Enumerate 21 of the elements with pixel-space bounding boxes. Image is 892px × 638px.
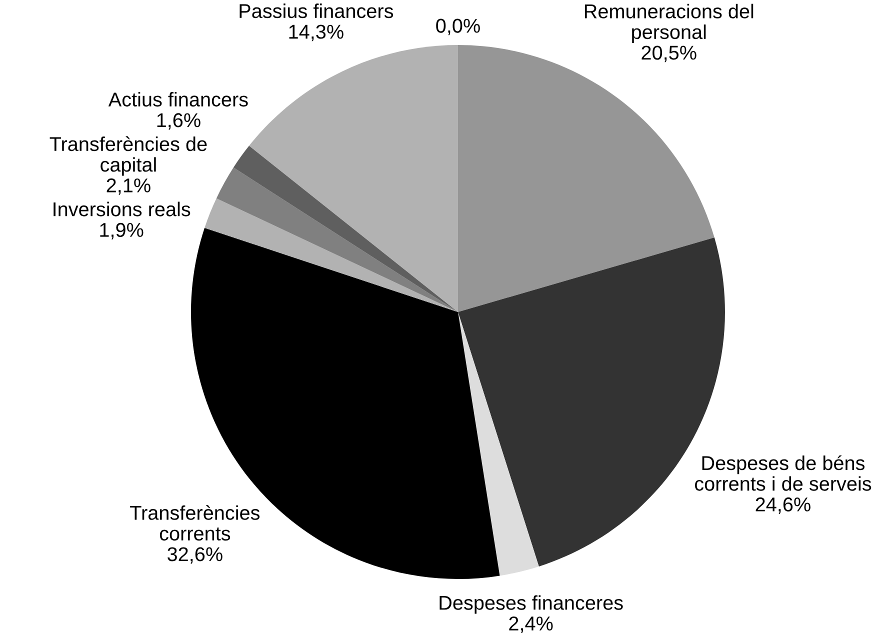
text: 0,0% [436, 18, 480, 36]
pie-slice [216, 168, 458, 312]
slice-label: Transferències de capital [50, 136, 207, 176]
data-label: 1,9% [100, 222, 144, 240]
slice-label: Transferències corrents [130, 505, 260, 541]
pie-slice [458, 312, 539, 576]
slice-label: Despeses de béns corrents i de serveis [694, 455, 872, 491]
slice-label: Passius financers [240, 4, 394, 18]
data-label: 20,5% [642, 46, 696, 62]
data-label: 1,6% [157, 113, 200, 130]
slice-label: Remuneracions del personal [584, 4, 754, 44]
data-label: 32,6% [168, 547, 222, 564]
data-label: 2,4% [509, 616, 553, 633]
pie-slice [458, 45, 714, 312]
pie-slice [233, 146, 458, 312]
slice-label: Despeses financeres [440, 595, 623, 614]
data-label: 14,3% [289, 24, 344, 42]
data-label: 24,6% [756, 497, 810, 514]
data-label: 2,1% [106, 178, 150, 195]
slice-label: Actius financers [108, 92, 248, 107]
slice-label: Inversions reals [54, 202, 190, 216]
